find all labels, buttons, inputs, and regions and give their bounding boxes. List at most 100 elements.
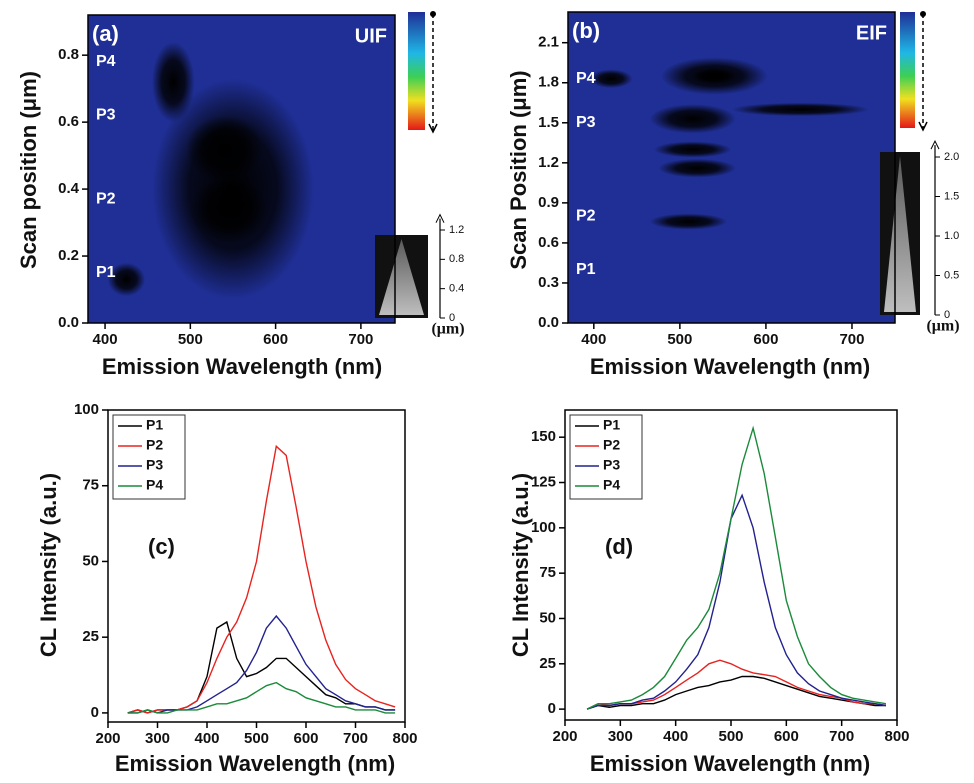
x-tick-label: 200 <box>552 728 577 745</box>
mode-label: EIF <box>856 22 887 44</box>
y-tick-label: 1.5 <box>538 114 559 131</box>
colorbar-arrow-head <box>430 11 436 17</box>
series-line <box>586 493 887 710</box>
y-tick-label: 150 <box>531 428 556 445</box>
panel: P1 P2 P3 P4 (d) 200 300 400 500 600 700 800 0 25 50 75 1… <box>508 409 910 776</box>
panel: P4 P3 P2 P1 (a) UIF 0 0.4 0.8 1.2 (μm) 400 500 600 700… <box>16 11 465 379</box>
plot-area <box>586 425 887 710</box>
inset-tip <box>884 156 916 312</box>
colorbar-arrow-head <box>920 11 926 17</box>
x-axis-title: Emission Wavelength (nm) <box>102 354 382 379</box>
legend-label: P1 <box>146 417 163 433</box>
heatmap-spot <box>589 69 633 89</box>
series-line <box>127 681 396 714</box>
annotation: P4 <box>576 70 596 87</box>
y-tick-label: 0.2 <box>58 247 79 264</box>
legend-label: P1 <box>603 417 620 433</box>
series-line <box>127 614 396 714</box>
x-tick-label: 800 <box>884 728 909 745</box>
y-tick-label: 25 <box>82 628 99 645</box>
x-tick-label: 400 <box>663 728 688 745</box>
y-axis-title: CL Intensity (a.u.) <box>36 473 61 657</box>
inset-axis-arrow <box>930 139 940 150</box>
y-tick-label: 2.1 <box>538 34 559 51</box>
inset-tip <box>379 239 424 315</box>
inset-tick-label: 2.0 <box>944 151 959 163</box>
y-tick-label: 50 <box>82 552 99 569</box>
colorbar <box>408 12 425 130</box>
heatmap-spot <box>692 68 736 85</box>
annotation: P1 <box>576 261 596 278</box>
heatmap-spot <box>649 104 736 134</box>
y-tick-label: 0.4 <box>58 180 80 197</box>
x-tick-label: 700 <box>343 730 368 747</box>
x-tick-label: 200 <box>95 730 120 747</box>
panel: P1 P2 P3 P4 (c) 200 300 400 500 600 700 800 0 25 50 75 1… <box>36 401 418 776</box>
x-tick-label: 700 <box>839 331 864 348</box>
legend-label: P4 <box>603 477 620 493</box>
annotation: P3 <box>96 107 116 124</box>
y-tick-label: 0 <box>91 704 99 721</box>
heatmap-spot <box>107 262 146 297</box>
colorbar-arrow-tip <box>918 121 928 132</box>
series-line <box>586 675 886 710</box>
inset-tick-label: 0.5 <box>944 269 959 281</box>
legend-label: P4 <box>146 477 163 493</box>
series-line <box>586 659 887 710</box>
y-tick-label: 50 <box>539 609 556 626</box>
colorbar <box>900 12 915 128</box>
legend-label: P3 <box>146 457 163 473</box>
x-axis-title: Emission Wavelength (nm) <box>590 751 870 776</box>
x-tick-label: 500 <box>667 331 692 348</box>
inset-tick-label: 0.8 <box>449 253 464 265</box>
heatmap-spot <box>654 141 732 158</box>
legend-box <box>569 414 643 500</box>
heatmap-spot <box>151 41 195 123</box>
heatmap-spot <box>649 213 728 230</box>
x-axis-title: Emission Wavelength (nm) <box>590 354 870 379</box>
annotation: P2 <box>96 190 116 207</box>
y-axis-title: Scan position (μm) <box>16 71 41 269</box>
heatmap-spot <box>658 158 736 178</box>
plot-frame <box>567 11 896 324</box>
legend-label: P2 <box>603 437 620 453</box>
panel: P4 P3 P2 P1 (b) EIF 0 0.5 1.0 1.5 2.0 (μm) 400 500 600… <box>506 11 960 379</box>
y-tick-label: 0.9 <box>538 194 559 211</box>
inset-tick-label: 0 <box>449 312 455 324</box>
inset-unit: (μm) <box>431 321 464 338</box>
panel-label: (d) <box>605 534 633 559</box>
inset-tick-label: 1.2 <box>449 224 464 236</box>
series-line <box>127 444 396 714</box>
inset-unit: (μm) <box>926 318 959 335</box>
colorbar-arrow-tip <box>428 123 438 134</box>
y-tick-label: 0.6 <box>538 234 559 251</box>
x-tick-label: 300 <box>145 730 170 747</box>
heatmap-spot <box>731 102 870 117</box>
y-tick-label: 0.3 <box>538 274 559 291</box>
panel-label: (a) <box>92 21 119 46</box>
inset-tick-label: 0 <box>944 309 950 321</box>
y-tick-label: 0.0 <box>58 314 79 331</box>
x-tick-label: 600 <box>263 331 288 348</box>
inset-tick-label: 0.4 <box>449 283 464 295</box>
legend-label: P3 <box>603 457 620 473</box>
x-tick-label: 400 <box>581 331 606 348</box>
x-tick-label: 500 <box>244 730 269 747</box>
y-tick-label: 75 <box>539 564 556 581</box>
panel-label: (b) <box>572 18 600 43</box>
annotation: P1 <box>96 264 116 281</box>
mode-label: UIF <box>355 25 387 47</box>
y-tick-label: 1.2 <box>538 154 559 171</box>
y-axis-title: Scan Position (μm) <box>506 70 531 269</box>
heatmap-spot <box>186 115 263 183</box>
series-line <box>586 425 887 710</box>
y-tick-label: 0.6 <box>58 113 79 130</box>
x-tick-label: 700 <box>348 331 373 348</box>
annotation: P3 <box>576 114 596 131</box>
y-tick-label: 25 <box>539 655 556 672</box>
y-axis-title: CL Intensity (a.u.) <box>508 473 533 657</box>
x-tick-label: 600 <box>753 331 778 348</box>
y-tick-label: 1.8 <box>538 74 559 91</box>
annotation: P2 <box>576 207 596 224</box>
